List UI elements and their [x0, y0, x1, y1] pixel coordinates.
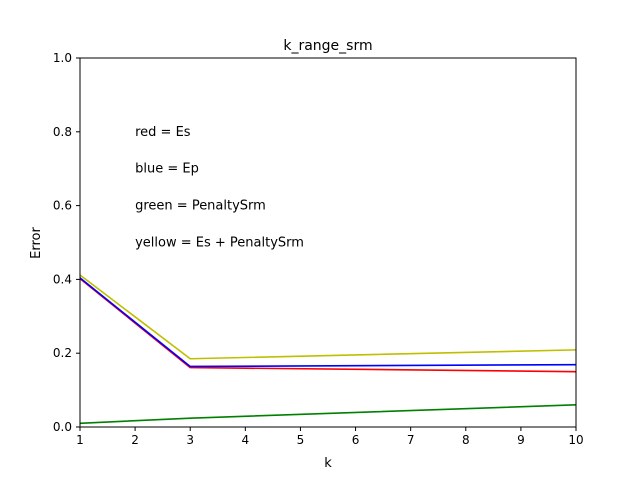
x-tick-label: 3: [186, 433, 194, 447]
x-tick-label: 7: [407, 433, 415, 447]
annotation-layer: red = Es blue = Ep green = PenaltySrm yello…: [135, 125, 304, 251]
y-tick-label: 1.0: [53, 51, 72, 65]
series-line-4: [79, 274, 577, 360]
x-tick-label: 1: [76, 433, 84, 447]
series-line-2: [79, 277, 577, 368]
y-tick-label: 0.6: [53, 199, 72, 213]
x-tick-label: 2: [131, 433, 139, 447]
x-tick-label: 9: [517, 433, 525, 447]
annotation-1: red = Es: [135, 125, 191, 140]
y-axis-label: Error: [29, 227, 44, 259]
series-line-3: [79, 404, 577, 425]
plot-frame: [79, 57, 577, 428]
axis-layer: 1 2 3 4 5 6 7 8 9 10 0.0 0.2 0.4 0.6 0.8 1.0: [53, 51, 584, 447]
annotation-3: green = PenaltySrm: [135, 199, 266, 214]
annotation-2: blue = Ep: [135, 162, 199, 177]
x-tick-label: 4: [242, 433, 250, 447]
x-tick-label: 8: [462, 433, 470, 447]
y-tick-label: 0.0: [53, 420, 72, 434]
x-tick-label: 5: [297, 433, 305, 447]
series-layer: [79, 274, 577, 425]
chart-title: k_range_srm: [283, 38, 372, 54]
y-tick-label: 0.8: [53, 125, 72, 139]
x-tick-label: 10: [568, 433, 583, 447]
y-tick-label: 0.2: [53, 346, 72, 360]
annotation-4: yellow = Es + PenaltySrm: [135, 236, 304, 251]
x-axis-label: k: [324, 456, 332, 471]
y-tick-label: 0.4: [53, 272, 72, 286]
x-tick-label: 6: [352, 433, 360, 447]
